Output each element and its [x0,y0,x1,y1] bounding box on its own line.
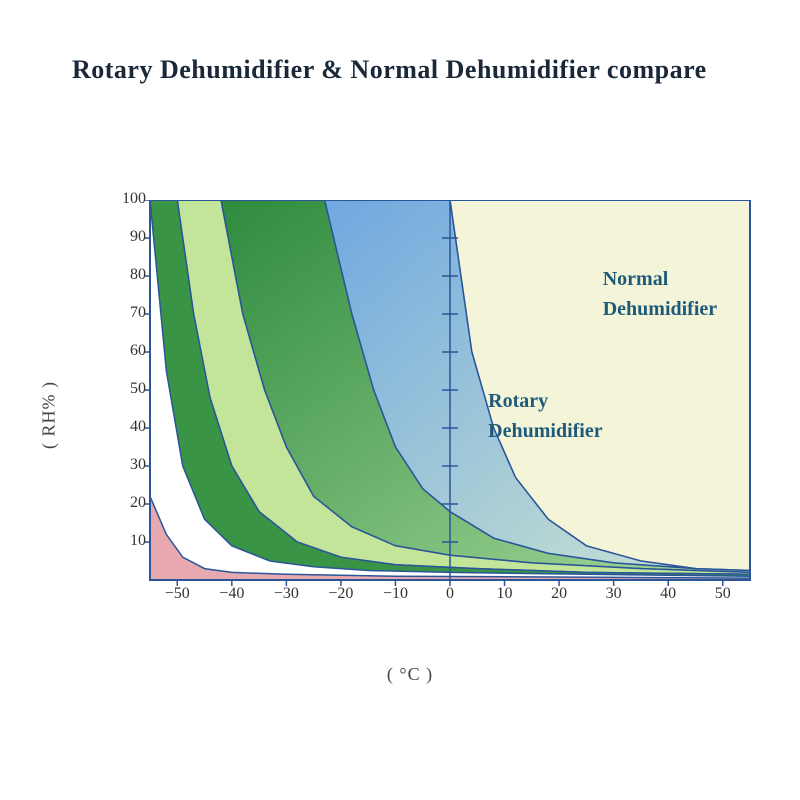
x-tick-label: −10 [375,585,415,603]
x-tick-label: −50 [157,585,197,603]
region-label: RotaryDehumidifier [488,386,602,446]
page-title: Rotary Dehumidifier & Normal Dehumidifie… [72,55,707,85]
y-tick-label: 40 [106,418,146,436]
x-axis-label: ( °C ) [387,664,433,685]
y-tick-label: 100 [106,190,146,208]
x-tick-label: 20 [539,585,579,603]
x-tick-label: 0 [430,585,470,603]
y-tick-label: 10 [106,532,146,550]
y-tick-label: 60 [106,342,146,360]
y-tick-label: 70 [106,304,146,322]
region-label: Normal Dehumidifier [603,264,760,324]
y-axis-label: ( RH% ) [39,381,60,449]
x-tick-label: 30 [594,585,634,603]
x-tick-label: −20 [321,585,361,603]
y-tick-label: 20 [106,494,146,512]
y-tick-label: 80 [106,266,146,284]
x-tick-label: 50 [703,585,743,603]
x-tick-label: −30 [266,585,306,603]
x-tick-label: 40 [648,585,688,603]
comparison-chart: ( RH% ) ( °C ) 102030405060708090100 −50… [60,200,760,630]
y-tick-label: 50 [106,380,146,398]
x-tick-label: −40 [212,585,252,603]
y-tick-label: 30 [106,456,146,474]
y-tick-label: 90 [106,228,146,246]
x-tick-label: 10 [485,585,525,603]
